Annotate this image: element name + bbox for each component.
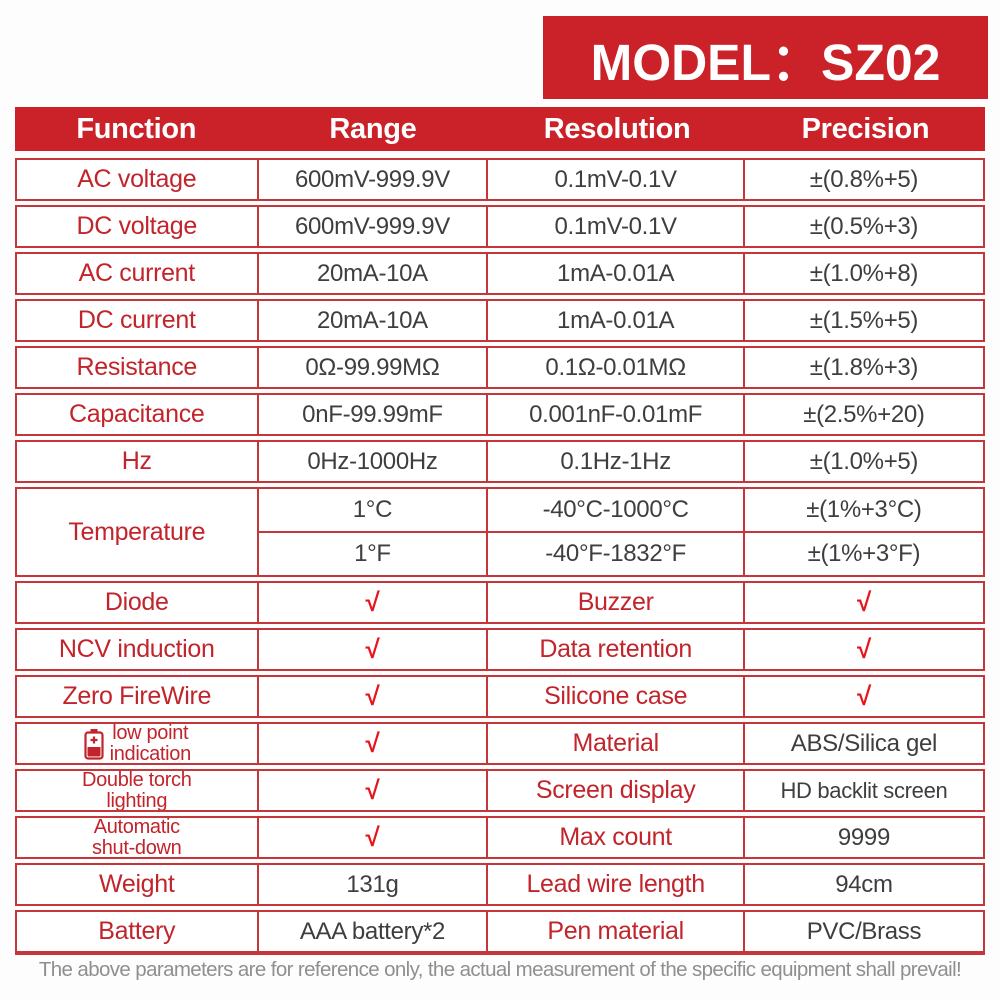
value-cell: HD backlit screen	[780, 777, 948, 803]
feature-cell: Weight	[17, 865, 259, 904]
table-row: Resistance 0Ω-99.99MΩ 0.1Ω-0.01MΩ ±(1.8%…	[15, 346, 985, 389]
checkmark-cell: √	[856, 634, 871, 664]
feature-cell: Diode	[17, 583, 259, 622]
resolution-cell: 1mA-0.01A	[488, 254, 745, 293]
resolution-cell: 1mA-0.01A	[488, 301, 745, 340]
feature-cell: low point indication	[17, 724, 259, 763]
precision-cell: ±(1.0%+8)	[809, 259, 919, 287]
value-cell: AAA battery*2	[259, 912, 489, 951]
feature-cell: Buzzer	[488, 583, 745, 622]
header-precision: Precision	[801, 112, 930, 145]
feature-label: low point indication	[109, 724, 192, 763]
table-row: Weight 131g Lead wire length 94cm	[15, 863, 985, 906]
range-cell: 0nF-99.99mF	[259, 395, 489, 434]
temperature-fahrenheit-row: 1°F -40°F-1832°F ±(1%+3°F)	[259, 533, 984, 575]
table-row: Double torch lighting √ Screen display H…	[15, 769, 985, 812]
temperature-celsius-row: 1°C -40°C-1000°C ±(1%+3°C)	[258, 489, 983, 533]
function-cell: Temperature	[17, 489, 259, 575]
checkmark-cell: √	[259, 818, 489, 857]
precision-cell: ±(2.5%+20)	[803, 400, 925, 428]
function-cell: Resistance	[17, 348, 259, 387]
precision-cell: ±(1.8%+3)	[809, 353, 919, 381]
function-cell: AC current	[17, 254, 259, 293]
feature-cell: Double torch lighting	[17, 771, 259, 810]
range-cell: 20mA-10A	[259, 254, 489, 293]
value-cell: 94cm	[835, 870, 893, 898]
range-cell: 600mV-999.9V	[259, 160, 489, 199]
precision-cell: ±(1%+3°F)	[807, 540, 921, 567]
resolution-cell: -40°C-1000°C	[488, 489, 745, 531]
value-cell: ABS/Silica gel	[790, 729, 938, 757]
checkmark-cell: √	[856, 587, 871, 617]
feature-cell: NCV induction	[17, 630, 259, 669]
disclaimer-note: The above parameters are for reference o…	[38, 958, 962, 981]
feature-cell: Lead wire length	[488, 865, 745, 904]
feature-cell: Silicone case	[488, 677, 745, 716]
precision-cell: ±(1.0%+5)	[809, 447, 919, 475]
feature-cell: Screen display	[488, 771, 745, 810]
range-cell: 1°C	[259, 489, 489, 531]
header-range: Range	[329, 112, 417, 145]
feature-cell: Material	[488, 724, 745, 763]
resolution-cell: -40°F-1832°F	[488, 533, 745, 575]
range-cell: 0Ω-99.99MΩ	[259, 348, 489, 387]
table-row: Automatic shut-down √ Max count 9999	[15, 816, 985, 859]
header-resolution: Resolution	[543, 112, 691, 145]
checkmark-cell: √	[259, 583, 489, 622]
value-cell: PVC/Brass	[806, 917, 922, 945]
checkmark-cell: √	[856, 681, 871, 711]
range-cell: 0Hz-1000Hz	[259, 442, 489, 481]
feature-cell: Data retention	[488, 630, 745, 669]
function-cell: DC current	[17, 301, 259, 340]
table-row: low point indication √ Material ABS/Sili…	[15, 722, 985, 765]
battery-low-icon	[83, 728, 105, 760]
table-row: DC current 20mA-10A 1mA-0.01A ±(1.5%+5)	[15, 299, 985, 342]
checkmark-cell: √	[259, 724, 489, 763]
model-banner: MODEL：SZ02	[543, 16, 988, 99]
function-cell: DC voltage	[17, 207, 259, 246]
function-cell: Capacitance	[17, 395, 259, 434]
table-row: Battery AAA battery*2 Pen material PVC/B…	[15, 910, 985, 955]
precision-cell: ±(1%+3°C)	[806, 496, 922, 523]
precision-cell: ±(0.5%+3)	[809, 212, 919, 240]
header-function: Function	[76, 112, 197, 145]
range-cell: 20mA-10A	[259, 301, 489, 340]
table-row: AC current 20mA-10A 1mA-0.01A ±(1.0%+8)	[15, 252, 985, 295]
spec-table: AC voltage 600mV-999.9V 0.1mV-0.1V ±(0.8…	[15, 158, 985, 959]
table-header-row: Function Range Resolution Precision	[15, 107, 985, 151]
feature-cell: Automatic shut-down	[17, 818, 259, 857]
model-title: MODEL：SZ02	[590, 33, 941, 91]
checkmark-cell: √	[259, 630, 489, 669]
resolution-cell: 0.1mV-0.1V	[488, 207, 745, 246]
table-row: AC voltage 600mV-999.9V 0.1mV-0.1V ±(0.8…	[15, 158, 985, 201]
resolution-cell: 0.001nF-0.01mF	[488, 395, 745, 434]
table-row: Zero FireWire √ Silicone case √	[15, 675, 985, 718]
value-cell: 9999	[837, 823, 890, 851]
range-cell: 1°F	[259, 533, 489, 575]
resolution-cell: 0.1Hz-1Hz	[488, 442, 745, 481]
value-cell: 131g	[259, 865, 489, 904]
function-cell: Hz	[17, 442, 259, 481]
table-row: DC voltage 600mV-999.9V 0.1mV-0.1V ±(0.5…	[15, 205, 985, 248]
function-cell: AC voltage	[17, 160, 259, 199]
feature-cell: Pen material	[488, 912, 745, 951]
feature-cell: Battery	[17, 912, 259, 951]
table-row-temperature: Temperature 1°C -40°C-1000°C ±(1%+3°C) 1…	[15, 487, 985, 577]
temperature-subtable: 1°C -40°C-1000°C ±(1%+3°C) 1°F -40°F-183…	[258, 489, 984, 575]
range-cell: 600mV-999.9V	[259, 207, 489, 246]
checkmark-cell: √	[259, 677, 489, 716]
table-row: Diode √ Buzzer √	[15, 581, 985, 624]
table-row: Hz 0Hz-1000Hz 0.1Hz-1Hz ±(1.0%+5)	[15, 440, 985, 483]
precision-cell: ±(1.5%+5)	[809, 306, 919, 334]
feature-cell: Max count	[488, 818, 745, 857]
feature-cell: Zero FireWire	[17, 677, 259, 716]
checkmark-cell: √	[259, 771, 489, 810]
table-row: Capacitance 0nF-99.99mF 0.001nF-0.01mF ±…	[15, 393, 985, 436]
resolution-cell: 0.1Ω-0.01MΩ	[488, 348, 745, 387]
precision-cell: ±(0.8%+5)	[809, 165, 919, 193]
table-row: NCV induction √ Data retention √	[15, 628, 985, 671]
resolution-cell: 0.1mV-0.1V	[488, 160, 745, 199]
